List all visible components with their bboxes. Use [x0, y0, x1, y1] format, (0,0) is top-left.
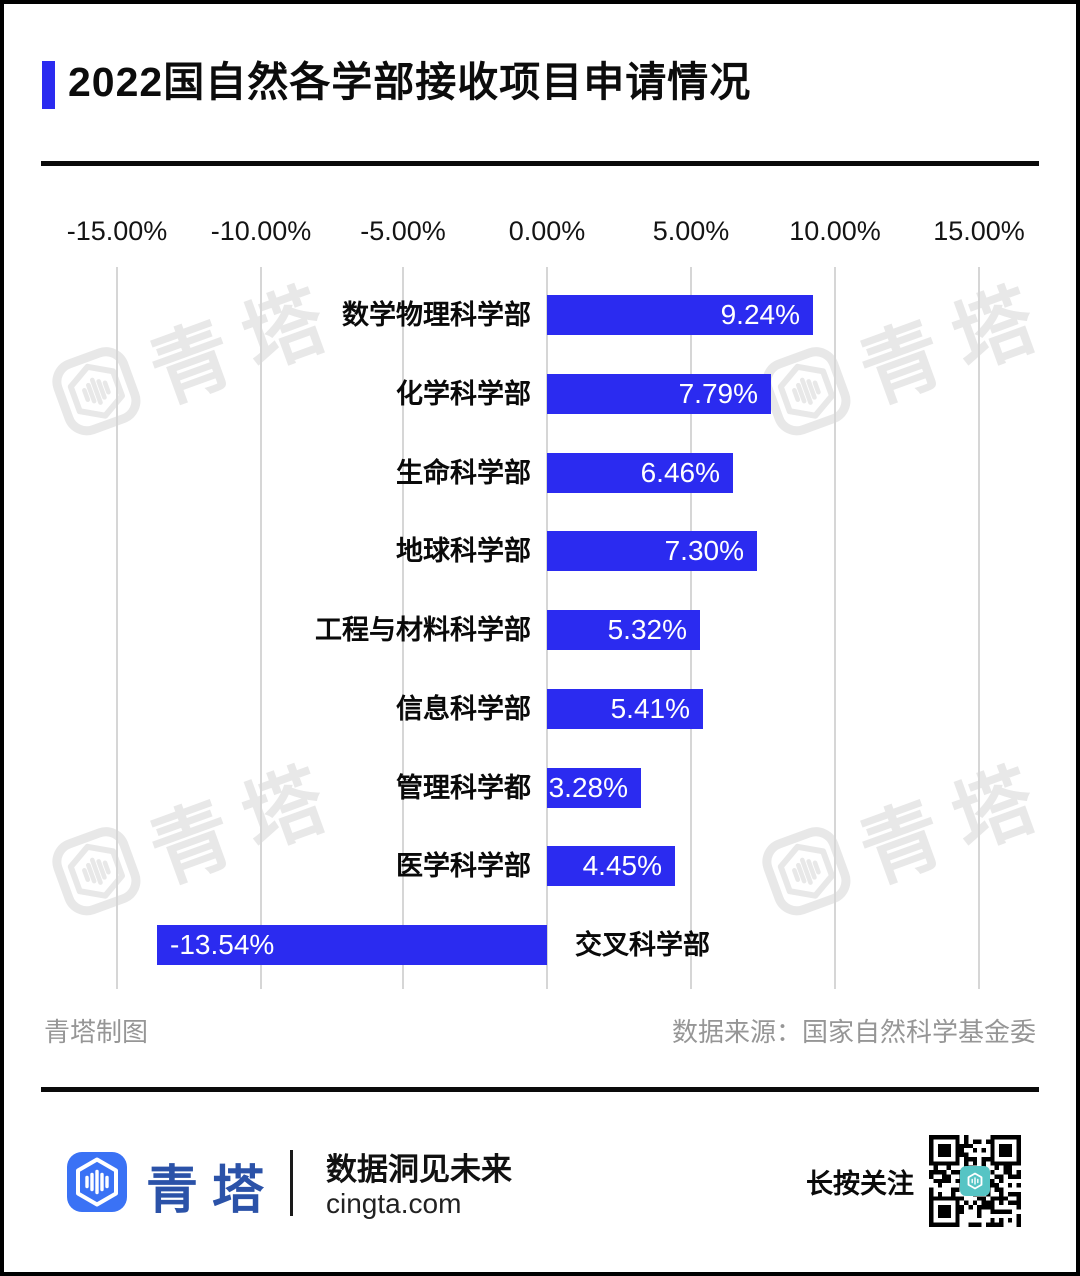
- bar: 5.41%: [547, 688, 703, 729]
- qr-follow-label: 长按关注: [806, 1169, 914, 1199]
- brand-name: 青塔: [146, 1162, 279, 1220]
- bar: 9.24%: [547, 295, 813, 335]
- top-divider: [41, 161, 1039, 166]
- gridline: [260, 267, 262, 989]
- category-label: 医学科学部: [396, 851, 531, 882]
- x-axis-tick: -10.00%: [210, 216, 312, 246]
- category-label: 交叉科学部: [575, 930, 710, 960]
- value-label: 7.30%: [664, 535, 744, 567]
- category-label: 化学科学部: [396, 378, 531, 409]
- x-axis-tick: 10.00%: [789, 216, 881, 246]
- x-axis-tick: -5.00%: [360, 216, 446, 246]
- bottom-divider: [41, 1087, 1039, 1092]
- page-title: 2022国自然各学部接收项目申请情况: [68, 59, 752, 105]
- bar: 7.30%: [547, 531, 757, 572]
- gridline: [402, 267, 404, 989]
- bar: 4.45%: [547, 846, 675, 887]
- value-label: -13.54%: [170, 929, 275, 960]
- bar: 5.32%: [547, 610, 700, 650]
- value-label: 3.28%: [548, 771, 628, 803]
- brand-tagline: 数据洞见未来: [326, 1152, 512, 1187]
- x-axis-tick: -15.00%: [66, 216, 168, 246]
- value-label: 6.46%: [640, 456, 720, 488]
- value-label: 9.24%: [720, 299, 800, 330]
- category-label: 数学物理科学部: [342, 300, 531, 330]
- bar: -13.54%: [157, 925, 547, 965]
- category-label: 工程与材料科学部: [315, 615, 531, 645]
- bar: 6.46%: [547, 452, 733, 493]
- bar: 7.79%: [547, 373, 771, 414]
- value-label: 5.41%: [610, 692, 690, 724]
- value-label: 5.32%: [607, 614, 687, 645]
- data-source: 数据来源：国家自然科学基金委: [671, 1017, 1036, 1047]
- category-label: 地球科学部: [396, 536, 531, 567]
- x-axis-tick: 5.00%: [652, 216, 730, 246]
- gridline: [116, 267, 118, 989]
- category-label: 信息科学部: [396, 693, 531, 724]
- brand-website: cingta.com: [326, 1188, 462, 1219]
- gridline: [834, 267, 836, 989]
- brand-divider-line: [290, 1150, 293, 1216]
- gridline: [978, 267, 980, 989]
- bar-chart: -15.00% -10.00% -5.00% 0.00% 5.00% 10.00% 15.0…: [4, 4, 1076, 1272]
- title-accent-bar: [42, 61, 55, 109]
- category-label: 生命科学部: [396, 457, 531, 488]
- cingta-logo-icon: [67, 1152, 127, 1212]
- value-label: 4.45%: [582, 850, 662, 882]
- qr-center-logo-icon: [960, 1166, 990, 1196]
- chart-credit: 青塔制图: [44, 1017, 149, 1047]
- bar: 3.28%: [547, 767, 641, 808]
- x-axis-tick: 0.00%: [508, 216, 586, 246]
- value-label: 7.79%: [678, 377, 758, 409]
- category-label: 管理科学都: [396, 772, 531, 803]
- x-axis-tick: 15.00%: [933, 216, 1025, 246]
